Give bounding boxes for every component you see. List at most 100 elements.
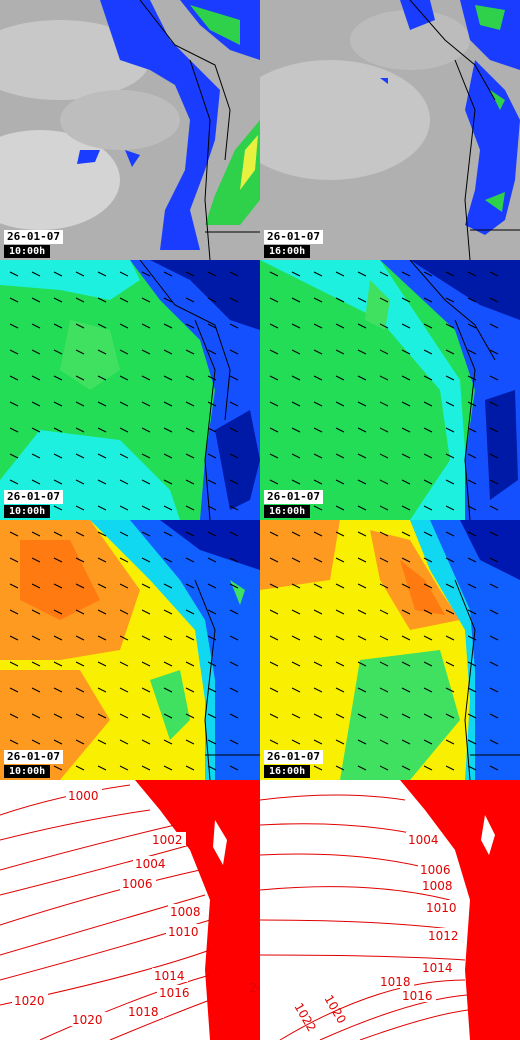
wind-barb [185,505,195,511]
wind-barb [335,609,345,615]
wind-barb [489,453,499,459]
wind-barb [207,609,217,615]
wind-barb [31,297,41,303]
wind-barb [229,609,239,615]
wind-barb [185,713,195,719]
wind-barb [229,297,239,303]
wind-barb [467,453,477,459]
date-label: 26-01-07 [264,750,323,764]
wind-barb [53,557,63,563]
wind-barb [357,375,367,381]
wind-barb [379,765,389,771]
wind-barb [53,453,63,459]
wind-barb [423,661,433,667]
date-label: 26-01-07 [264,490,323,504]
wind-barb [489,583,499,589]
wind-barb [141,661,151,667]
temp-panel-2: 26-01-07 16:00h [260,520,520,780]
wind-barb [9,557,19,563]
wind-barb [291,323,301,329]
wind-barb [75,453,85,459]
wind-barb [141,375,151,381]
wind-barb [357,765,367,771]
wind-barb [207,661,217,667]
wind-barb [75,375,85,381]
wind-barb [379,401,389,407]
wind-barb [163,427,173,433]
wind-barb [31,583,41,589]
wind-barb [31,661,41,667]
wind-barb [119,765,129,771]
wind-barb [445,479,455,485]
wind-barb [207,427,217,433]
wind-barb [291,349,301,355]
wind-barb [31,479,41,485]
wind-panel-1: 26-01-07 10:00h [0,260,260,520]
wind-barb [401,349,411,355]
wind-barb [9,713,19,719]
isobar-label: 1010 [426,901,457,915]
wind-barb [75,297,85,303]
wind-barbs [9,271,239,511]
wind-barb [423,739,433,745]
wind-barb [335,323,345,329]
isobar-label: 1006 [420,863,451,877]
wind-barb [401,687,411,693]
time-label: 10:00h [4,245,51,258]
wind-barb [467,635,477,641]
wind-barb [467,297,477,303]
wind-barb [467,557,477,563]
wind-barb [269,479,279,485]
wind-barb [401,635,411,641]
wind-barb [291,739,301,745]
wind-barb [229,453,239,459]
wind-barb [291,531,301,537]
wind-barb [163,583,173,589]
date-label: 26-01-07 [4,750,63,764]
cloud-panel-2: 26-01-07 16:00h [260,0,520,260]
wind-barb [53,713,63,719]
wind-barb [489,479,499,485]
wind-barb [229,557,239,563]
wind-barb [401,583,411,589]
wind-barb [53,297,63,303]
wind-barb [379,635,389,641]
wind-barb [313,635,323,641]
wind-barb [401,427,411,433]
wind-barb [313,583,323,589]
wind-barb [313,297,323,303]
wind-barb [163,687,173,693]
wind-barb [291,297,301,303]
wind-barb [357,609,367,615]
wind-barb [401,375,411,381]
wind-barb [163,479,173,485]
timestamp: 26-01-07 10:00h [4,490,63,518]
wind-barb [97,661,107,667]
time-label: 10:00h [4,505,51,518]
wind-barb [379,453,389,459]
wind-barb [335,635,345,641]
wind-barb [119,453,129,459]
wind-barb [445,661,455,667]
wind-barb [163,557,173,563]
wind-barb [291,609,301,615]
wind-barb [423,323,433,329]
wind-barb [467,687,477,693]
wind-barb [423,635,433,641]
isobar-label: 1012 [428,929,459,943]
wind-barb [75,323,85,329]
wind-barb [229,271,239,277]
wind-barb [97,297,107,303]
wind-barb [53,609,63,615]
wind-barb [9,531,19,537]
isobar-label: 1018 [380,975,411,989]
wind-barb [357,479,367,485]
wind-barb [445,297,455,303]
wind-barb [335,479,345,485]
wind-barb [53,323,63,329]
wind-barb [75,271,85,277]
wind-barb [207,531,217,537]
timestamp: 26-01-07 10:00h [4,750,63,778]
wind-barb [467,401,477,407]
wind-barb [401,453,411,459]
